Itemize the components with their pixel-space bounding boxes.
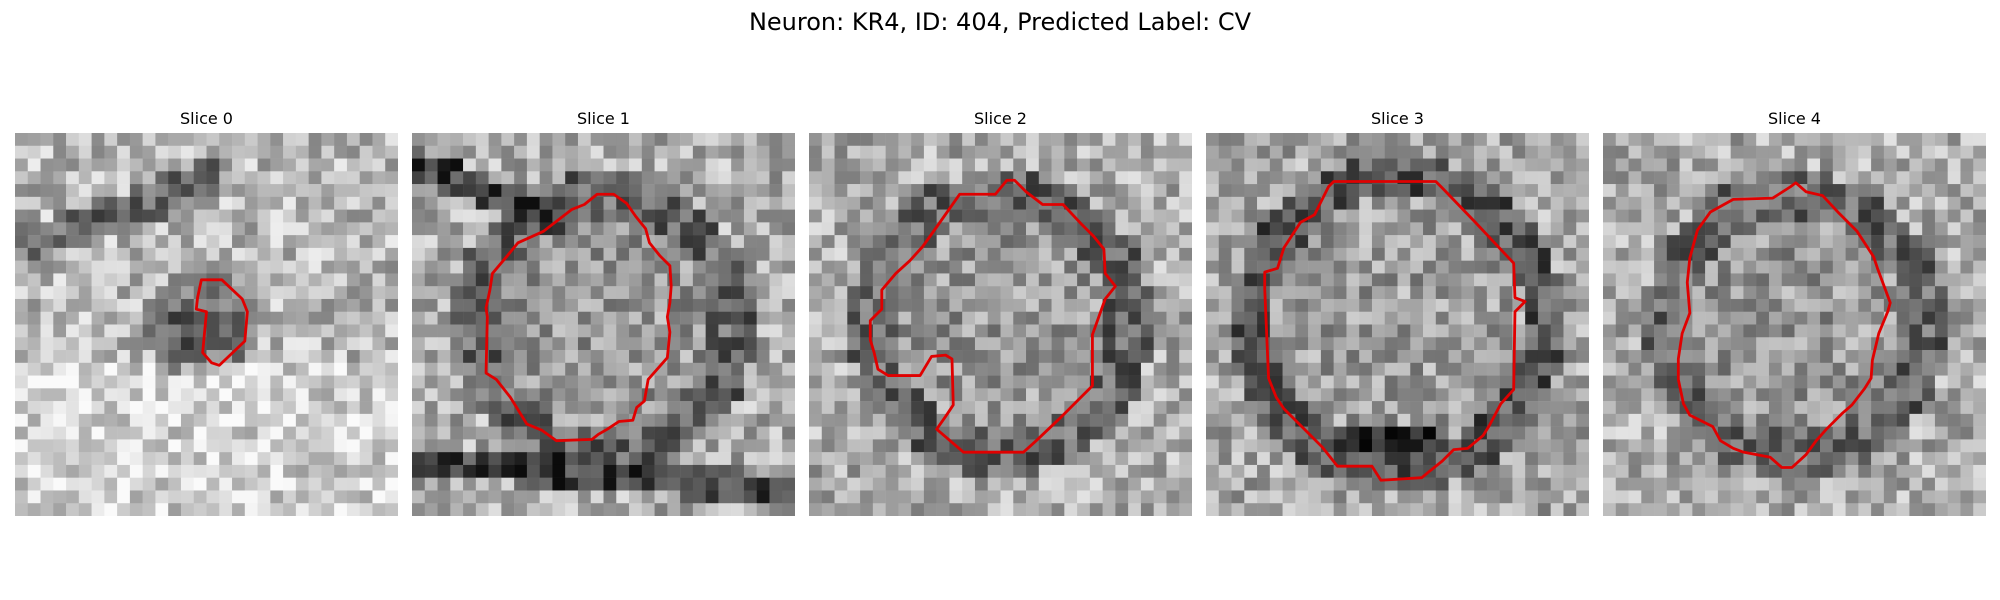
figure-title: Neuron: KR4, ID: 404, Predicted Label: C… (748, 8, 1252, 36)
slice-panel-2: Slice 2 (809, 108, 1192, 516)
contour-outline-3 (1263, 180, 1527, 482)
slice-title-3: Slice 3 (1371, 109, 1424, 128)
slice-panel-0: Slice 0 (15, 108, 398, 516)
slice-image-3 (1206, 133, 1589, 516)
slice-svg-0 (15, 133, 398, 516)
slice-title-2: Slice 2 (974, 109, 1027, 128)
slice-svg-3 (1206, 133, 1589, 516)
contour-outline-1 (484, 192, 673, 443)
slice-panel-4: Slice 4 (1603, 108, 1986, 516)
contour-outline-2 (868, 178, 1117, 454)
slice-image-1 (412, 133, 795, 516)
contour-outline-0 (194, 278, 249, 367)
contour-outline-4 (1676, 181, 1892, 469)
slice-image-4 (1603, 133, 1986, 516)
slice-title-4: Slice 4 (1768, 109, 1821, 128)
slice-title-0: Slice 0 (180, 109, 233, 128)
slice-svg-1 (412, 133, 795, 516)
slice-panel-1: Slice 1 (412, 108, 795, 516)
slice-svg-2 (809, 133, 1192, 516)
slice-image-0 (15, 133, 398, 516)
slice-image-2 (809, 133, 1192, 516)
slice-panel-3: Slice 3 (1206, 108, 1589, 516)
slice-svg-4 (1603, 133, 1986, 516)
slice-title-1: Slice 1 (577, 109, 630, 128)
